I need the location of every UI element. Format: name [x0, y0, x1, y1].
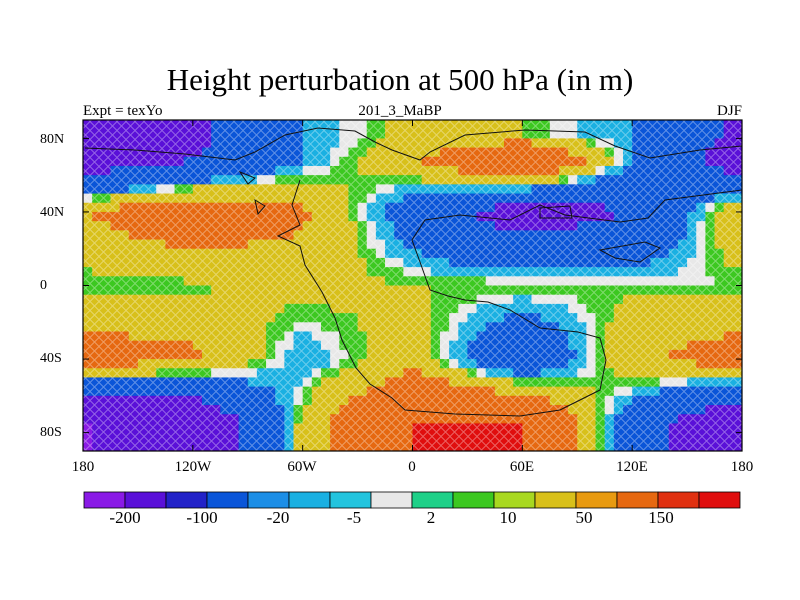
y-tick-label: 80N: [40, 132, 65, 147]
y-tick-label: 40N: [40, 205, 65, 220]
colorbar-label: -20: [266, 508, 290, 527]
colorbar-label: -200: [109, 508, 141, 527]
x-tick-label: 180: [71, 459, 95, 475]
colorbar-box: [165, 491, 208, 509]
colorbar-box: [698, 491, 741, 509]
colorbar-label: 150: [648, 508, 674, 527]
colorbar-box: [534, 491, 577, 509]
colorbar-label: -5: [346, 508, 362, 527]
x-tick-marks: [82, 120, 743, 451]
y-tick-label: 0: [40, 278, 47, 293]
x-tick-label: 60E: [509, 459, 535, 475]
colorbar-box: [247, 491, 290, 509]
colorbar-box: [206, 491, 249, 509]
y-tick-label: 40S: [40, 351, 62, 366]
x-tick-label: 0: [408, 459, 416, 475]
x-tick-label: 120E: [616, 459, 648, 475]
x-tick-label: 180: [730, 459, 754, 475]
colorbar-label: 10: [499, 508, 517, 527]
center-string: 201_3_MaBP: [358, 103, 442, 119]
y-tick-marks: [83, 137, 742, 434]
colorbar-box: [370, 491, 413, 509]
colorbar-box: [288, 491, 331, 509]
colorbar-label: 2: [426, 508, 436, 527]
colorbar-box: [575, 491, 618, 509]
texture-overlay: [83, 120, 742, 451]
left-string: Expt = texYo: [83, 103, 163, 119]
colorbar-box: [411, 491, 454, 509]
y-tick-label: 80S: [40, 425, 62, 440]
colorbar: [83, 491, 741, 509]
coastline: [84, 127, 742, 417]
x-tick-label: 120W: [174, 459, 212, 475]
colorbar-box: [616, 491, 659, 509]
colorbar-box: [329, 491, 372, 509]
colorbar-box: [657, 491, 700, 509]
chart-title: Height perturbation at 500 hPa (in m): [166, 62, 634, 97]
colorbar-box: [493, 491, 536, 509]
right-string: DJF: [716, 103, 742, 119]
colorbar-box: [124, 491, 167, 509]
colorbar-label: -100: [186, 508, 218, 527]
colorbar-box: [452, 491, 495, 509]
x-tick-label: 60W: [287, 459, 317, 475]
colorbar-box: [83, 491, 126, 509]
colorbar-label: 50: [575, 508, 593, 527]
